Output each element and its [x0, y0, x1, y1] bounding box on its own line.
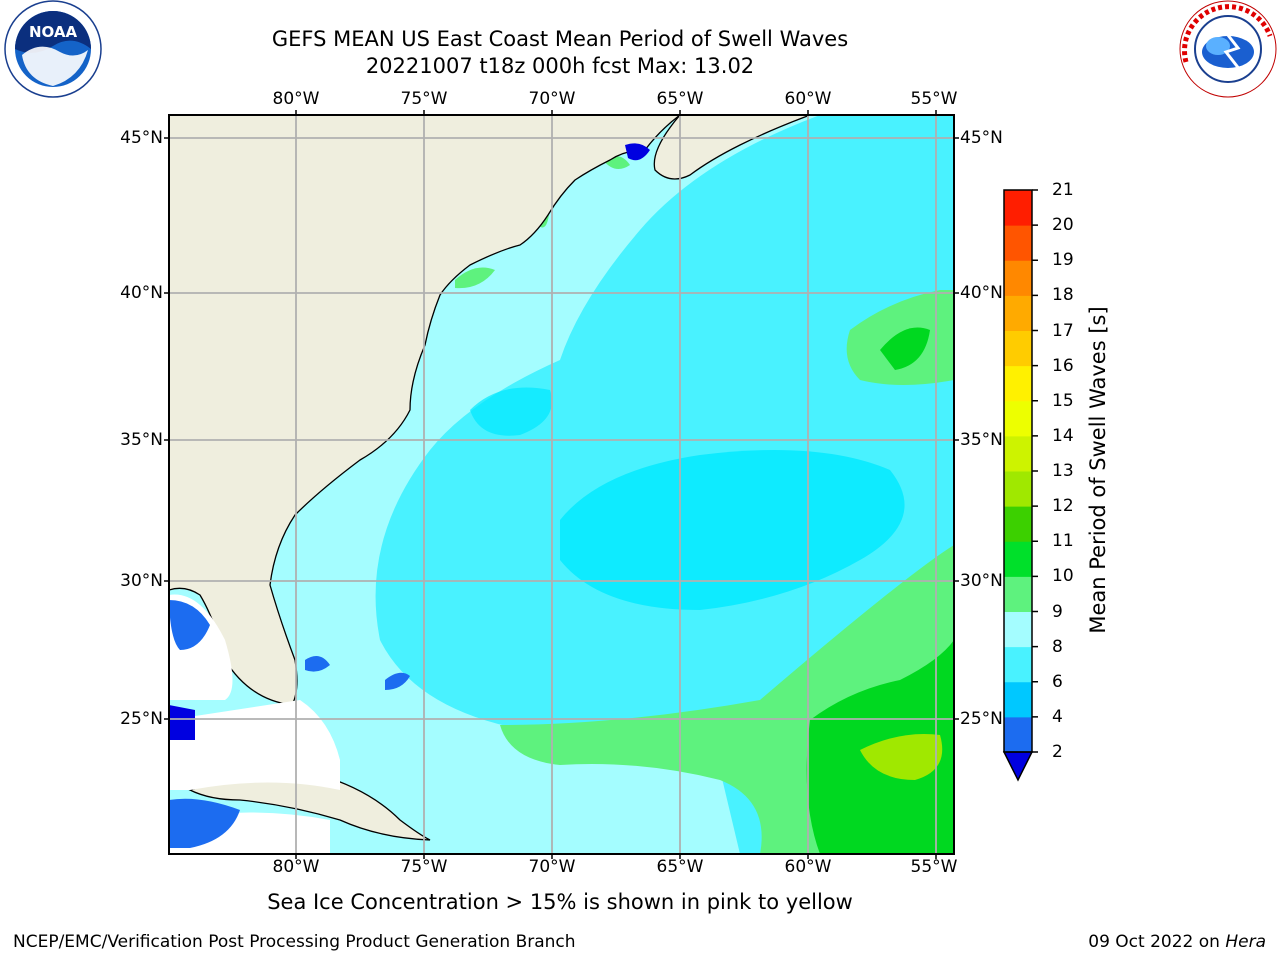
colorbar-tick-label: 6 [1052, 671, 1063, 692]
colorbar-segment [1004, 576, 1032, 612]
nws-logo [1179, 0, 1277, 98]
colorbar-segment [1004, 225, 1032, 261]
lat-tick-right: 25°N [960, 709, 1003, 729]
lon-tick-bottom: 60°W [784, 857, 832, 877]
colorbar-tick-label: 17 [1052, 320, 1074, 341]
colorbar-tick-label: 10 [1052, 566, 1074, 587]
footer-credit: NCEP/EMC/Verification Post Processing Pr… [13, 932, 576, 952]
colorbar-tick-label: 12 [1052, 496, 1074, 517]
colorbar-tick-label: 8 [1052, 636, 1063, 657]
colorbar-segment [1004, 716, 1032, 753]
svg-text:NOAA: NOAA [29, 23, 78, 41]
colorbar-tick-label: 15 [1052, 390, 1074, 411]
colorbar-segment [1004, 611, 1032, 648]
lat-tick-left: 25°N [120, 709, 163, 729]
lat-tick-left: 30°N [120, 571, 163, 591]
colorbar-segment [1004, 190, 1032, 226]
noaa-logo: NOAA [4, 0, 102, 98]
colorbar-segment [1004, 435, 1032, 472]
lon-tick-bottom: 80°W [272, 857, 320, 877]
footer-date-text: 09 Oct 2022 on [1088, 932, 1220, 952]
lon-tick-top: 70°W [528, 89, 576, 109]
colorbar-tick-label: 11 [1052, 531, 1074, 552]
lon-tick-top: 60°W [784, 89, 832, 109]
colorbar-tick-label: 18 [1052, 285, 1074, 306]
lat-tick-right: 30°N [960, 571, 1003, 591]
colorbar-segment [1004, 295, 1032, 331]
colorbar-segment [1004, 330, 1032, 367]
lat-tick-right: 40°N [960, 283, 1003, 303]
colorbar-segment [1004, 646, 1032, 683]
lon-tick-top: 75°W [400, 89, 448, 109]
lon-tick-bottom: 65°W [656, 857, 704, 877]
colorbar-segment [1004, 541, 1032, 577]
colorbar-tick-label: 13 [1052, 461, 1074, 481]
lon-tick-top: 80°W [272, 89, 320, 109]
colorbar-tick-label: 19 [1052, 250, 1074, 271]
colorbar [1002, 189, 1038, 782]
colorbar-tick-label: 9 [1052, 601, 1063, 622]
colorbar-segment [1004, 506, 1032, 542]
lat-tick-left: 45°N [120, 128, 163, 148]
colorbar-tick-label: 4 [1052, 706, 1063, 727]
lon-tick-bottom: 70°W [528, 857, 576, 877]
map-frame [168, 114, 955, 855]
footer-date: 09 Oct 2022 on Hera [1088, 932, 1266, 952]
lon-tick-bottom: 55°W [910, 857, 958, 877]
colorbar-tick-label: 2 [1052, 742, 1063, 762]
lat-tick-right: 45°N [960, 128, 1003, 148]
lon-tick-bottom: 75°W [400, 857, 448, 877]
footer-host: Hera [1225, 932, 1266, 952]
colorbar-segment [1004, 400, 1032, 437]
colorbar-segment [1004, 471, 1032, 507]
colorbar-tick-label: 14 [1052, 425, 1074, 446]
colorbar-label: Mean Period of Swell Waves [s] [1086, 306, 1110, 634]
map-area [169, 115, 954, 854]
lat-tick-left: 40°N [120, 283, 163, 303]
lat-tick-right: 35°N [960, 430, 1003, 450]
chart-subtitle: 20221007 t18z 000h fcst Max: 13.02 [365, 54, 755, 78]
lon-tick-top: 55°W [910, 89, 958, 109]
lon-tick-top: 65°W [656, 89, 704, 109]
map-gridlines [169, 115, 954, 854]
chart-title: GEFS MEAN US East Coast Mean Period of S… [271, 27, 849, 51]
colorbar-tick-label: 20 [1052, 215, 1074, 236]
colorbar-segment [1004, 681, 1032, 718]
colorbar-tick-label: 16 [1052, 355, 1074, 376]
lat-tick-left: 35°N [120, 430, 163, 450]
colorbar-segment [1004, 260, 1032, 296]
colorbar-tick-label: 21 [1052, 180, 1074, 200]
sea-ice-note: Sea Ice Concentration > 15% is shown in … [267, 890, 853, 914]
colorbar-extend-arrow [1002, 751, 1034, 782]
colorbar-segment [1004, 365, 1032, 402]
